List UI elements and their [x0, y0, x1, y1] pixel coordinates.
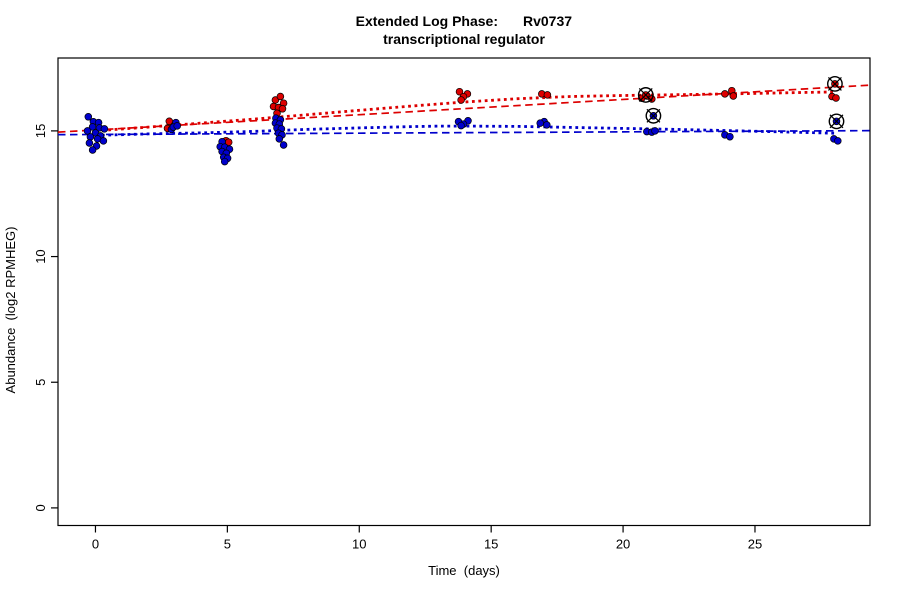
x-tick-label: 0 — [92, 537, 99, 552]
y-tick-label: 10 — [33, 249, 48, 263]
data-point-condition-blue — [275, 135, 284, 143]
flag-cross-line — [827, 76, 842, 91]
flag-cross-line — [638, 88, 653, 102]
data-point-condition-red — [455, 87, 464, 96]
data-point-condition-red — [832, 94, 840, 102]
data-point-condition-red — [543, 91, 552, 99]
data-point-condition-blue — [543, 121, 551, 129]
x-tick-label: 25 — [748, 537, 762, 552]
trend-line-red-smooth-fit — [95, 90, 835, 133]
x-tick-label: 10 — [352, 537, 366, 552]
data-point-condition-blue — [84, 113, 93, 121]
x-axis-label: Time (days) — [428, 563, 500, 578]
plot-box — [57, 57, 871, 527]
y-axis-label: Abundance (log2 RPMHEG) — [3, 227, 18, 394]
x-tick-label: 5 — [224, 537, 231, 552]
data-point-condition-red — [457, 96, 465, 104]
data-point-condition-blue — [173, 122, 181, 130]
data-point-condition-red — [721, 90, 729, 98]
flag-circle-marker — [637, 87, 654, 103]
data-point-condition-blue — [279, 141, 288, 149]
data-point-condition-blue — [83, 127, 92, 135]
data-point-condition-blue — [536, 119, 544, 127]
data-point-condition-red — [278, 105, 287, 113]
data-point-condition-blue — [457, 121, 465, 130]
data-point-condition-blue — [100, 125, 109, 133]
data-point-condition-red — [276, 92, 285, 101]
data-point-condition-blue — [88, 146, 97, 154]
x-tick-label: 20 — [616, 537, 630, 552]
flag-cross-line — [829, 114, 844, 129]
chart-title-line1: Extended Log Phase: — [356, 13, 498, 29]
data-point-condition-blue — [726, 132, 734, 141]
data-point-condition-red — [729, 92, 738, 100]
y-tick-label: 0 — [33, 504, 48, 511]
y-tick-label: 5 — [33, 379, 48, 386]
flag-circle-marker — [828, 113, 845, 130]
data-point-condition-blue — [99, 137, 108, 145]
flag-circle-marker — [645, 107, 662, 124]
x-tick-label: 15 — [484, 537, 498, 552]
data-point-condition-blue — [85, 139, 94, 147]
data-point-condition-blue — [86, 133, 95, 141]
flag-cross-line — [646, 108, 661, 123]
chart-title-line2: transcriptional regulator — [383, 31, 545, 47]
data-point-condition-blue — [220, 157, 229, 166]
flag-circle-marker — [827, 75, 843, 92]
y-tick-label: 15 — [33, 124, 48, 138]
data-point-condition-blue — [834, 137, 842, 145]
data-point-condition-blue — [651, 127, 659, 135]
chart-title-gene: Rv0737 — [523, 13, 572, 29]
